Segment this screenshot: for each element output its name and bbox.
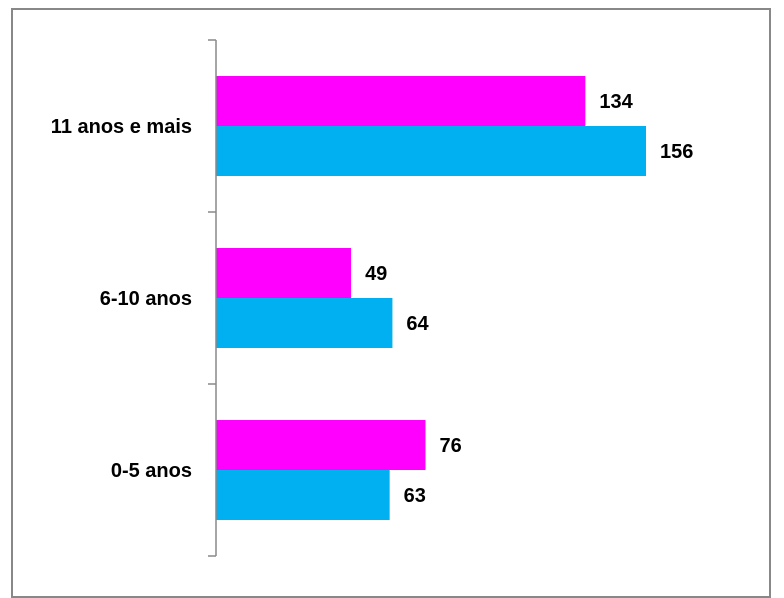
category-label: 0-5 anos xyxy=(111,460,192,482)
data-label: 156 xyxy=(660,141,693,163)
data-label: 49 xyxy=(365,263,387,285)
category-label: 11 anos e mais xyxy=(51,116,192,138)
category-axis xyxy=(208,39,217,557)
category-label: 6-10 anos xyxy=(100,288,192,310)
bar-chart: 0-5 anos 76 63 6-10 anos 49 64 11 anos e mais 1… xyxy=(51,39,694,557)
data-label: 63 xyxy=(404,485,426,507)
bar-cyan xyxy=(216,298,393,348)
labels-group: 0-5 anos 76 63 6-10 anos 49 64 11 anos e mais 1… xyxy=(51,91,694,507)
bar-cyan xyxy=(216,126,646,176)
data-label: 134 xyxy=(599,91,633,113)
bar-cyan xyxy=(216,470,390,520)
bar-magenta xyxy=(216,76,586,126)
bar-magenta xyxy=(216,420,426,470)
bars-group xyxy=(216,76,646,520)
data-label: 64 xyxy=(406,313,429,335)
bar-magenta xyxy=(216,248,352,298)
data-label: 76 xyxy=(439,435,461,457)
